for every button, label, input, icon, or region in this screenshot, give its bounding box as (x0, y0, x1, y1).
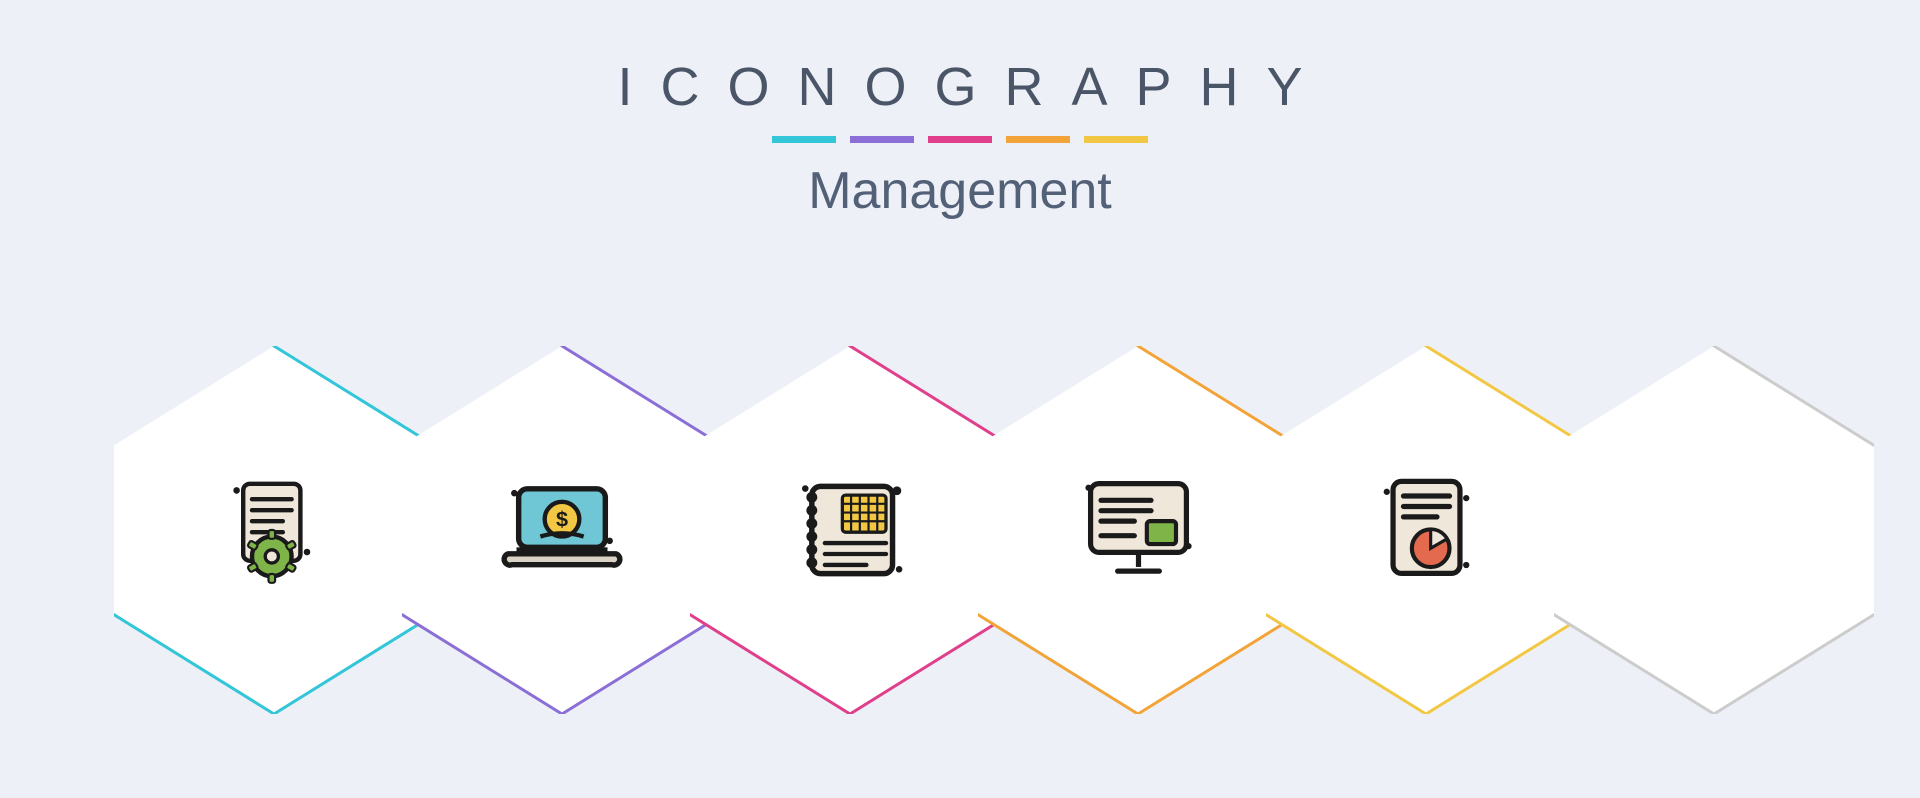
stripe-5 (1084, 136, 1148, 143)
stripe-1 (772, 136, 836, 143)
hex-tile (690, 346, 1010, 714)
report-chart-icon (1356, 460, 1496, 600)
hex-tile (1554, 346, 1874, 714)
stripe-4 (1006, 136, 1070, 143)
header: ICONOGRAPHY Management (0, 0, 1920, 221)
hex-tile (978, 346, 1298, 714)
laptop-money-icon: $ (492, 460, 632, 600)
stripe-3 (928, 136, 992, 143)
planner-book-icon (780, 460, 920, 600)
monitor-content-icon (1068, 460, 1208, 600)
svg-text:$: $ (556, 507, 568, 532)
brand-title: ICONOGRAPHY (0, 56, 1920, 118)
stripe-row (0, 136, 1920, 143)
hex-tile (114, 346, 434, 714)
document-gear-icon (204, 460, 344, 600)
stripe-2 (850, 136, 914, 143)
category-title: Management (0, 161, 1920, 221)
hex-stage: $ (0, 300, 1920, 760)
placeholder-icon (1644, 460, 1784, 600)
hex-tile (1266, 346, 1586, 714)
hex-tile: $ (402, 346, 722, 714)
